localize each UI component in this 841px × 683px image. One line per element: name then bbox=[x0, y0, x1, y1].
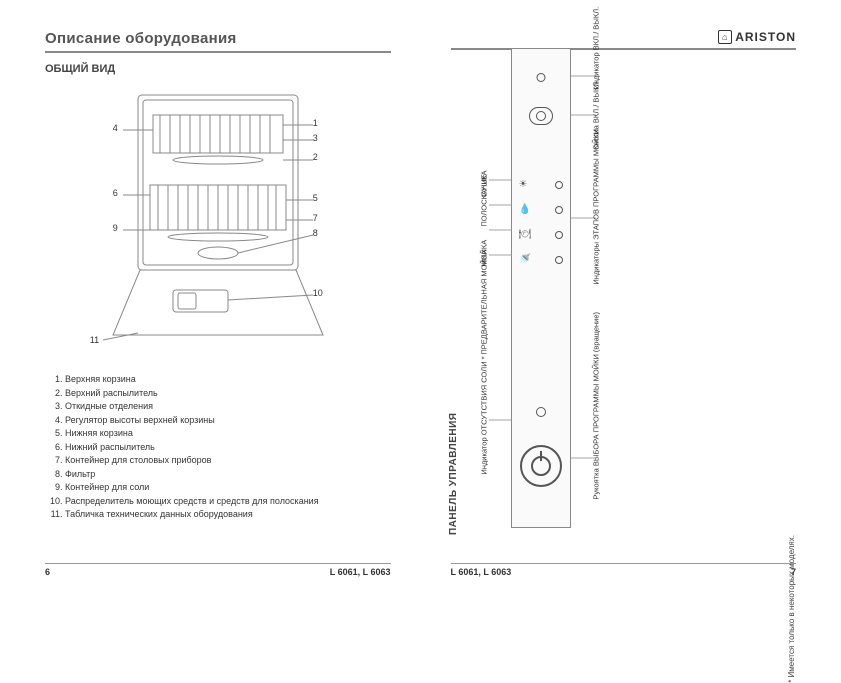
legend-item: Нижний распылитель bbox=[65, 441, 391, 455]
annot-rinsing: ПОЛОСКАНИЕ bbox=[480, 175, 489, 228]
drying-icon: ☀ bbox=[519, 179, 528, 190]
drying-led bbox=[555, 181, 563, 189]
model-number: L 6061, L 6063 bbox=[451, 567, 512, 577]
washing-icon: 🍽 bbox=[519, 229, 532, 240]
callout-10: 10 bbox=[313, 288, 323, 298]
stage-row-washing: 🍽 bbox=[519, 229, 563, 240]
subtitle: ОБЩИЙ ВИД bbox=[45, 63, 391, 75]
annot-stage-leds: Индикаторы ЭТАПОВ ПРОГРАММЫ МОЙКИ bbox=[592, 129, 601, 285]
footer-left: 6 L 6061, L 6063 bbox=[45, 563, 391, 577]
control-panel: ☀ 💧 🍽 🚿 bbox=[511, 48, 571, 528]
footer-right: L 6061, L 6063 7 bbox=[451, 563, 797, 577]
stage-row-prewash: 🚿 bbox=[519, 254, 563, 265]
rinsing-icon: 💧 bbox=[519, 204, 531, 215]
page-number: 6 bbox=[45, 567, 50, 577]
callout-1: 1 bbox=[313, 118, 318, 128]
brand-text: ARISTON bbox=[735, 30, 796, 44]
brand-logo: ⌂ ARISTON bbox=[718, 30, 796, 44]
brand-icon: ⌂ bbox=[718, 30, 732, 44]
legend-item: Верхний распылитель bbox=[65, 387, 391, 401]
title-row: Описание оборудования bbox=[45, 30, 391, 53]
stage-row-drying: ☀ bbox=[519, 179, 563, 190]
callout-6: 6 bbox=[113, 188, 118, 198]
rinsing-led bbox=[555, 206, 563, 214]
callout-5: 5 bbox=[313, 193, 318, 203]
legend-item: Откидные отделения bbox=[65, 400, 391, 414]
page-right: ⌂ ARISTON ПАНЕЛЬ УПРАВЛЕНИЯ ☀ 💧 🍽 🚿 bbox=[421, 0, 841, 595]
callout-11: 11 bbox=[90, 335, 99, 345]
stage-row-rinsing: 💧 bbox=[519, 204, 563, 215]
prewash-icon: 🚿 bbox=[519, 254, 531, 265]
callout-7: 7 bbox=[313, 213, 318, 223]
panel-label: ПАНЕЛЬ УПРАВЛЕНИЯ bbox=[448, 413, 459, 535]
footnote: * Имеется только в некоторых моделях. bbox=[787, 535, 796, 683]
callout-4: 4 bbox=[113, 123, 118, 133]
callout-2: 2 bbox=[313, 152, 318, 162]
model-number: L 6061, L 6063 bbox=[330, 567, 391, 577]
annot-dial: Рукоятка ВЫБОРА ПРОГРАММЫ МОЙКИ (вращени… bbox=[592, 312, 601, 500]
annot-onoff-led: Индикатор ВКЛ./ ВЫКЛ. bbox=[592, 7, 601, 90]
salt-led-icon bbox=[536, 407, 546, 417]
legend-item: Табличка технических данных оборудования bbox=[65, 508, 391, 522]
onoff-led-icon bbox=[536, 73, 545, 82]
dishwasher-diagram: 1 2 3 4 5 6 7 8 9 10 11 bbox=[78, 85, 358, 355]
callout-3: 3 bbox=[313, 133, 318, 143]
legend-item: Распределитель моющих средств и средств … bbox=[65, 495, 391, 509]
prewash-led bbox=[555, 256, 563, 264]
legend-item: Контейнер для соли bbox=[65, 481, 391, 495]
annot-salt: Индикатор ОТСУТСТВИЯ СОЛИ * bbox=[480, 357, 489, 475]
legend-item: Нижняя корзина bbox=[65, 427, 391, 441]
legend-item: Контейнер для столовых приборов bbox=[65, 454, 391, 468]
legend-item: Верхняя корзина bbox=[65, 373, 391, 387]
page-left: Описание оборудования ОБЩИЙ ВИД bbox=[0, 0, 421, 595]
page-title: Описание оборудования bbox=[45, 30, 237, 47]
annot-prewash: ПРЕДВАРИТЕЛЬНАЯ МОЙКА bbox=[480, 250, 489, 355]
title-row-right: ⌂ ARISTON bbox=[451, 30, 797, 50]
legend-item: Фильтр bbox=[65, 468, 391, 482]
washing-led bbox=[555, 231, 563, 239]
callout-8: 8 bbox=[313, 228, 318, 238]
onoff-button-icon bbox=[529, 107, 553, 125]
page-number: 7 bbox=[791, 567, 796, 577]
legend-list: Верхняя корзина Верхний распылитель Отки… bbox=[45, 373, 391, 522]
callout-9: 9 bbox=[113, 223, 118, 233]
legend-item: Регулятор высоты верхней корзины bbox=[65, 414, 391, 428]
program-dial-icon bbox=[520, 445, 562, 487]
